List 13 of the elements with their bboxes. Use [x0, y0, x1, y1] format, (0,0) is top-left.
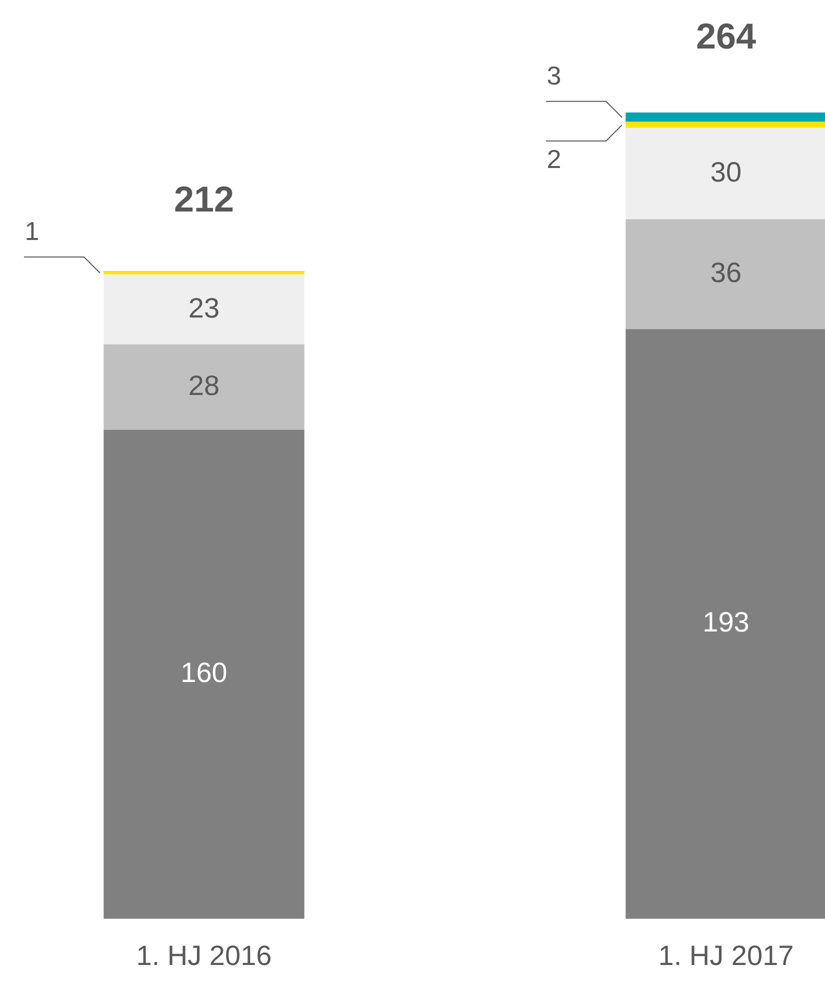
data-label: 160: [180, 656, 228, 688]
data-label: 193: [702, 606, 750, 638]
data-label: 3: [546, 60, 562, 91]
total-label: 264: [696, 16, 756, 57]
x-tick-label: 1. HJ 2016: [136, 940, 272, 971]
data-label: 23: [188, 292, 220, 324]
data-label: 1: [24, 216, 40, 246]
data-label: 30: [710, 156, 742, 188]
data-label: 28: [188, 370, 220, 402]
data-label: 2: [546, 144, 562, 174]
data-label: 36: [710, 257, 742, 288]
total-label: 212: [174, 178, 234, 220]
x-tick-label: 1. HJ 2017: [658, 940, 794, 971]
